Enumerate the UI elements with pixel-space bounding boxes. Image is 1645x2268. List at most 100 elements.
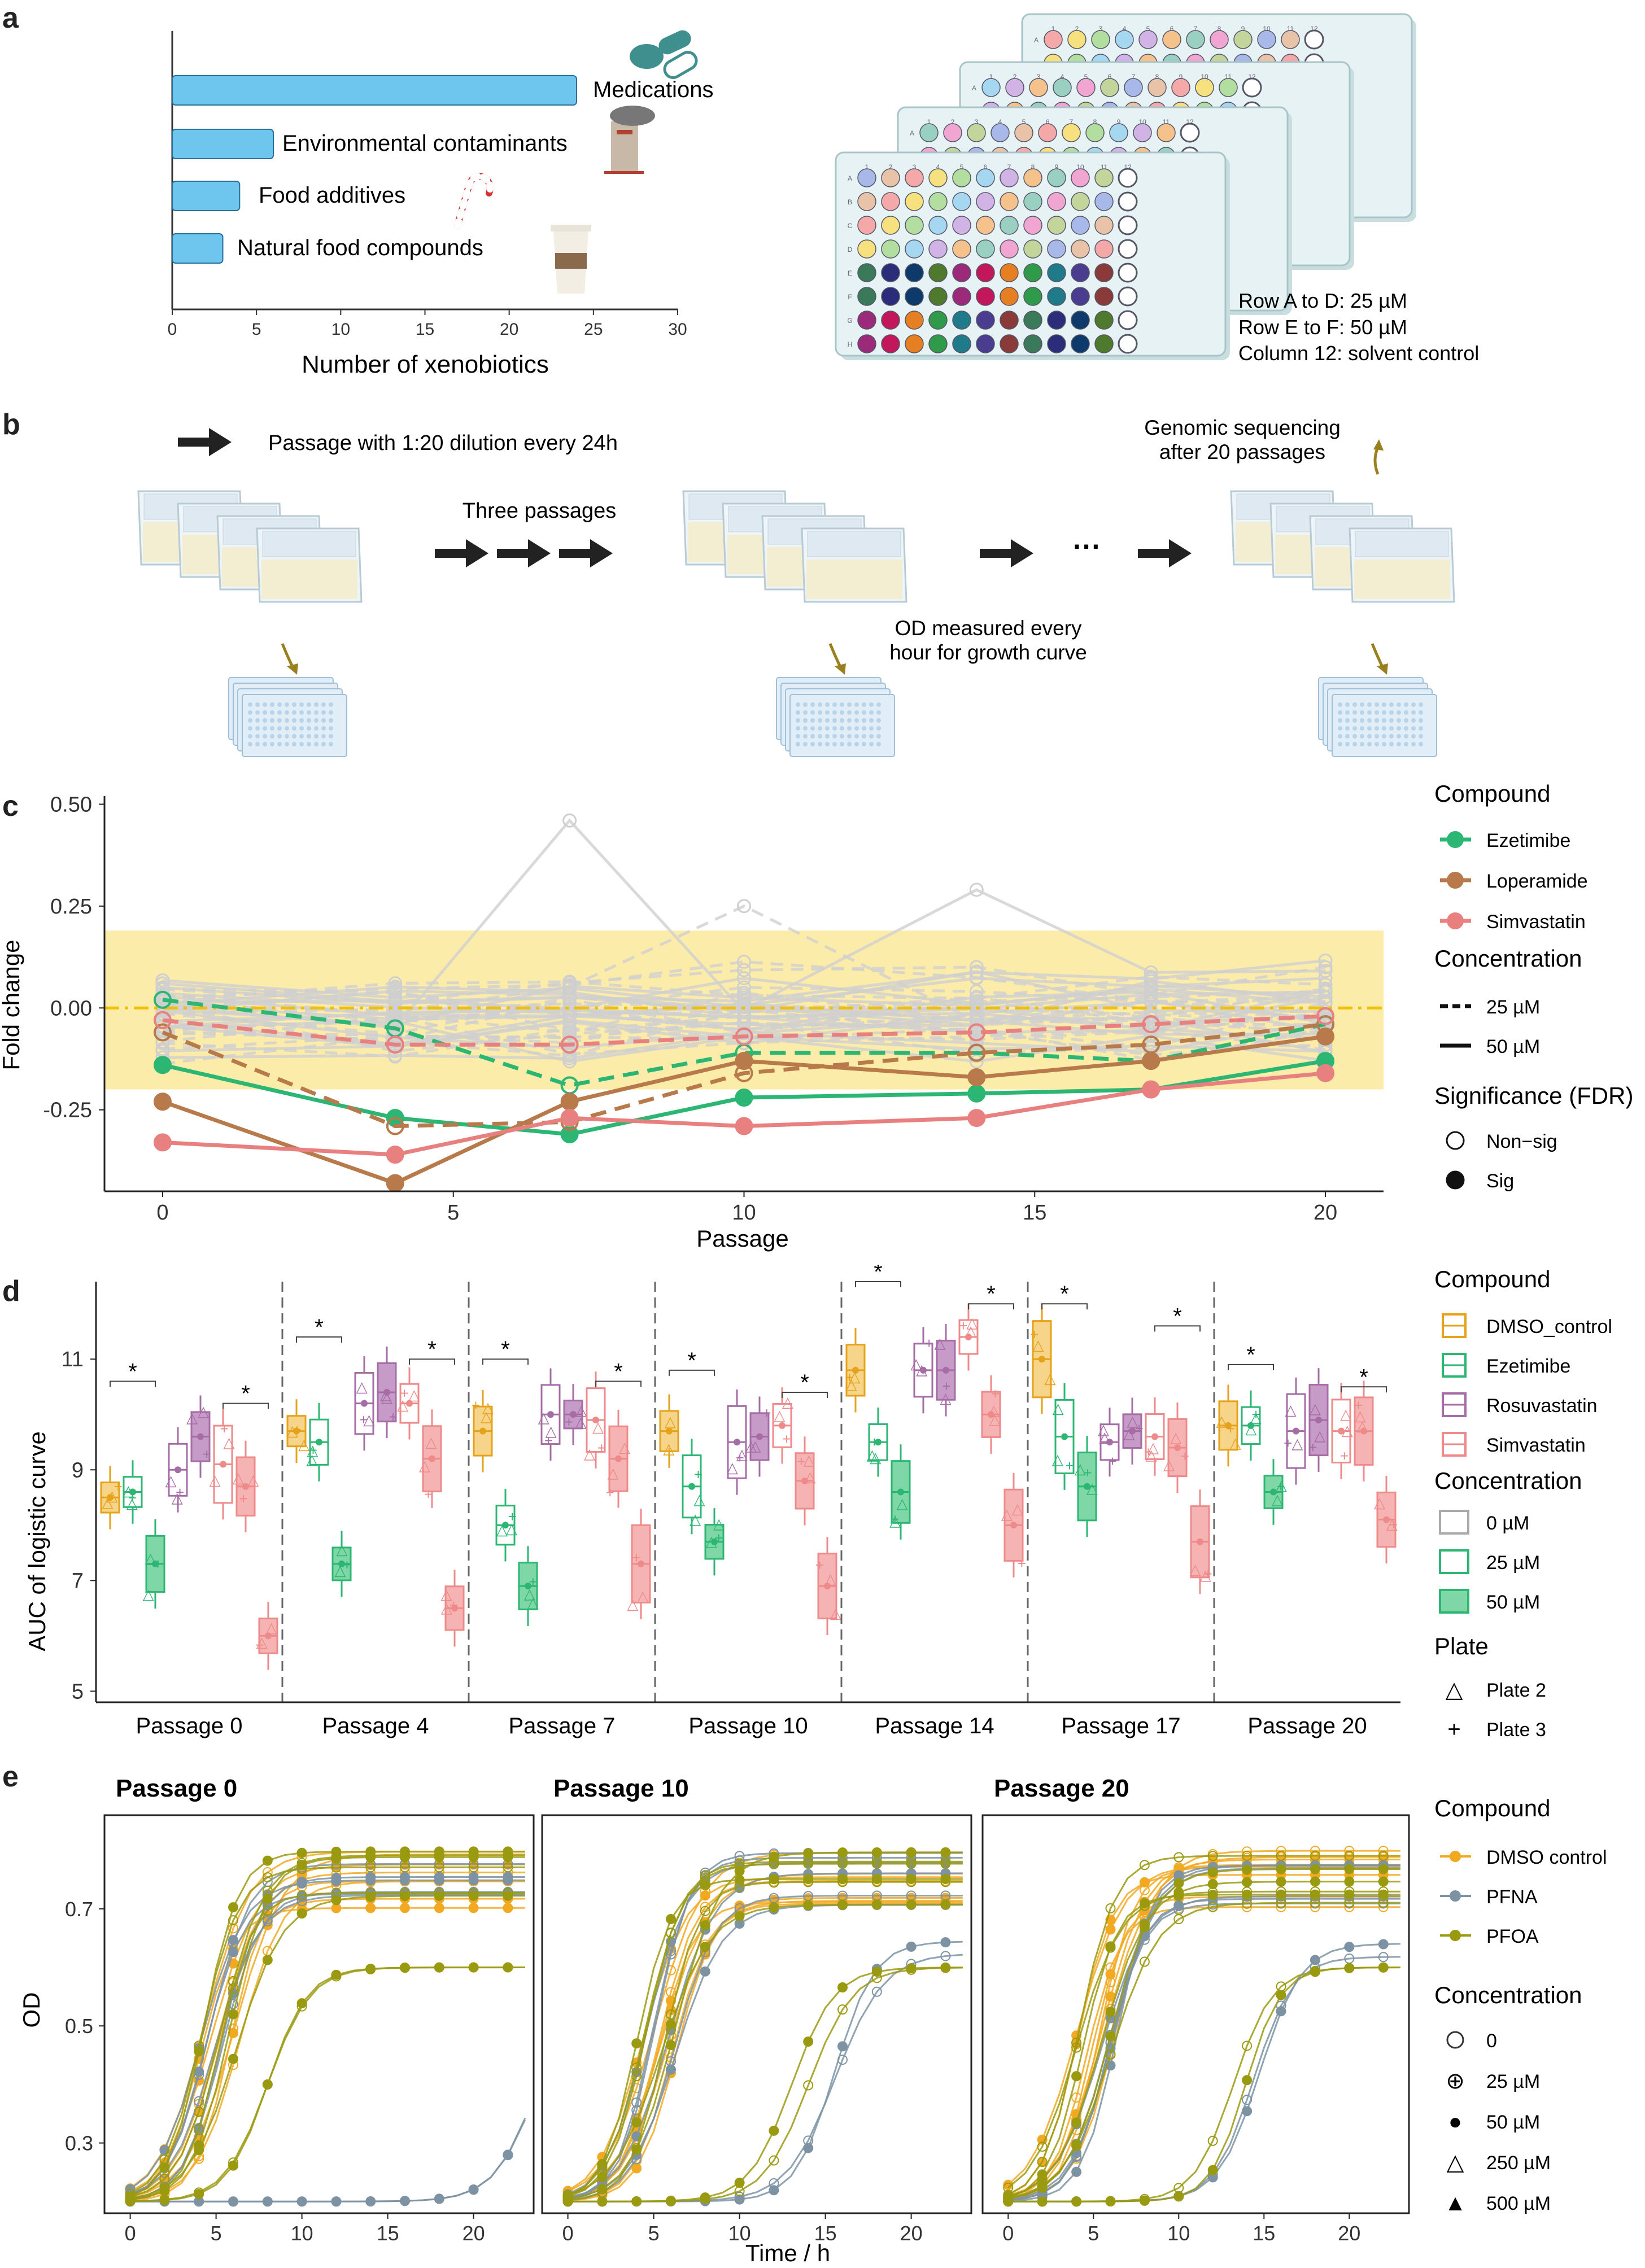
plate-well [1023,334,1042,353]
legend-entry: Plate 3 [1486,1719,1546,1741]
replicate-marker: + [114,1478,123,1495]
plate-well [1157,123,1176,142]
plate-well [905,287,924,306]
facet-title: Passage 0 [116,1775,237,1802]
microplate-p10-well [869,702,874,707]
replicate-marker: △ [198,1402,209,1419]
microplate-p0-well [248,710,252,715]
replicate-marker: + [1204,1566,1212,1583]
growth-point [1276,1864,1286,1874]
legend-entry: Simvastatin [1486,1435,1586,1456]
legend-entry: 500 µM [1486,2193,1551,2214]
replicate-marker: △ [897,1494,908,1511]
growth-point [837,1982,848,1992]
growth-curve-dmso_control [567,1876,963,2192]
microplate-p0-well [270,718,274,723]
replicate-marker: △ [256,1633,268,1650]
growth-point [1242,2075,1253,2086]
passage-arrow-4 [980,549,1014,558]
microplate-p0-well [292,726,296,731]
microplate-p0-well [299,710,304,715]
bar-label: Food additives [259,183,405,208]
replicate-marker: + [815,1557,824,1574]
series-point-simvastatin [386,1146,404,1164]
replicate-marker: + [942,1378,950,1395]
replicate-marker: + [1284,1435,1292,1452]
x-tick-label: 10 [1167,2222,1190,2245]
legend-entry: 25 µM [1486,997,1540,1018]
significance-star: * [315,1315,324,1340]
replicate-marker: + [606,1484,614,1501]
series-point-simvastatin [386,1035,404,1054]
growth-point [194,2189,204,2200]
legend-shape: △ [1447,2150,1464,2175]
microplate-p0-well [321,710,326,715]
growth-point [1242,1877,1253,1887]
x-axis-label: Passage [696,1225,788,1252]
plate-well [881,311,900,330]
series-point-simvastatin [735,1027,753,1046]
plate-well [905,239,924,259]
microplate-p0-well [314,742,318,746]
background-point [388,1012,403,1026]
microplate-p10-well [854,710,859,715]
replicate-marker: △ [1272,1491,1283,1508]
legend-swatch-box [1439,1510,1469,1535]
growth-point [468,1962,479,1973]
legend-arrow-icon [178,428,232,456]
box-mean [756,1433,763,1440]
plate-well [1000,263,1019,282]
od-text-1: OD measured every [895,617,1082,640]
box-mean [502,1522,509,1529]
growth-point [769,1851,779,1862]
deep-well-plate-p0-medium [261,560,357,599]
x-tick-label: 15 [1023,1201,1046,1225]
microplate-p0-well [277,726,282,731]
microplate-p20-well [1404,718,1408,723]
box-mean [1315,1417,1322,1424]
growth-curve-dmso_control [129,1863,525,2192]
auc-boxplot: Passage 0△+△ △+△△+△△+△△+△△+△ △+△△+△**Passa… [62,1265,1400,1738]
replicate-marker: △ [1357,1417,1368,1434]
microplate-p0-well [277,702,282,707]
microplate-p0-well [285,702,289,707]
growth-curve-pfna [1008,1943,1400,2203]
plate-well [1210,30,1229,49]
microplate-p20-well [1397,726,1401,731]
significance-bracket [110,1380,156,1387]
box-mean [429,1455,435,1462]
replicate-marker: △ [1075,1460,1086,1477]
box-mean [897,1488,904,1496]
legend-entry: Ezetimibe [1486,830,1570,851]
passage-arrow-3 [559,549,593,558]
growth-point [1105,2031,1116,2042]
series-point-simvastatin [153,1011,172,1029]
transfer-arrowhead [287,663,298,675]
seq-arrow-icon [1373,447,1380,475]
microplate-p0-well [270,726,274,731]
microplate-p10-well [869,710,874,715]
microplate-p10-well [862,742,866,746]
series-point-simvastatin [967,1023,986,1042]
plate-well [1047,311,1066,330]
replicate-marker: △ [1087,1479,1098,1496]
box-mean [197,1433,204,1440]
microplate-p0-well [248,726,252,731]
x-tick-label: 5 [211,2222,222,2245]
pill-icon [630,30,698,79]
microplate-p20-well [1367,726,1372,731]
microplate-p10-well [862,734,866,738]
microplate-p0-well [292,710,296,715]
legend-title: Compound [1434,1795,1550,1821]
replicate-marker: △ [527,1594,539,1611]
plate-well [1094,311,1114,330]
plate-well [1242,77,1262,98]
microplate-p20-well [1419,710,1423,715]
growth-point [159,2182,170,2193]
plate-well [1091,30,1110,49]
growth-point [125,2196,136,2206]
significance-star: * [874,1265,883,1284]
replicate-marker: △ [426,1434,437,1450]
panel-label-e: e [2,1760,19,1793]
microplate-p10-well [869,726,874,731]
